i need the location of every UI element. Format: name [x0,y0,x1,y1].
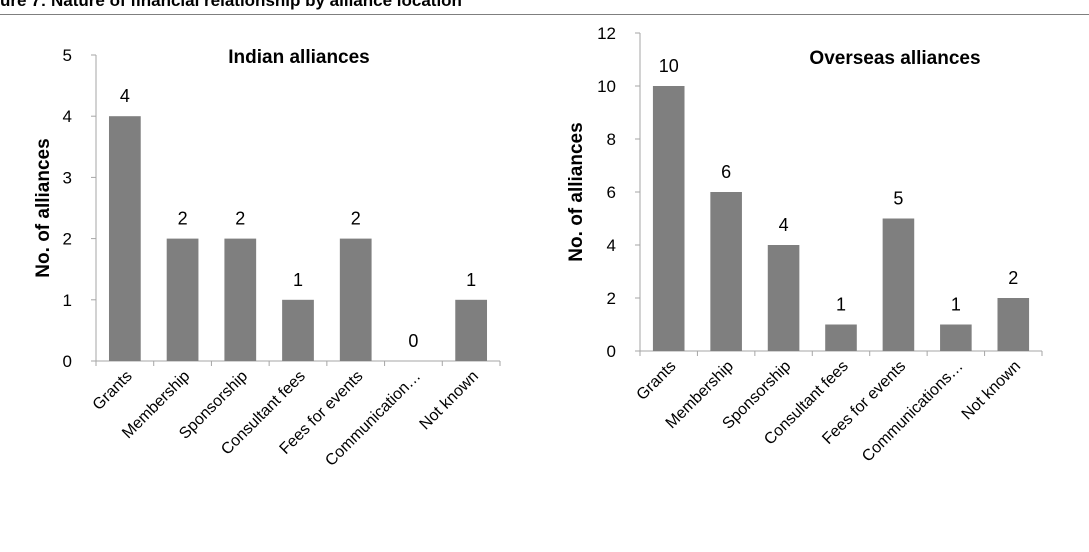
data-label: 2 [235,209,245,229]
chart-overseas-alliances: Overseas alliances No. of alliances 0 2 4 6 8 1… [566,24,1043,466]
y-tick-label: 8 [607,130,616,149]
bar [339,238,372,361]
category-label: Not known [416,368,481,433]
data-label: 4 [120,86,130,106]
y-tick-label: 1 [63,291,72,310]
bar [282,299,314,361]
bar [710,192,742,351]
y-tick-label: 5 [63,46,72,65]
y-tick-label: 2 [63,230,72,249]
data-label: 2 [178,209,188,229]
data-label: 1 [836,295,846,315]
y-tick-label: 10 [597,77,616,96]
figure-caption: ure 7: Nature of financial relationship … [0,0,462,10]
bar [940,324,972,351]
data-label: 2 [1008,268,1018,288]
page-header: ure 7: Nature of financial relationship … [0,0,1089,15]
y-tick-label: 3 [63,168,72,187]
category-label: Communication… [322,368,424,470]
data-label: 1 [466,270,476,290]
data-label: 5 [893,189,903,209]
data-label: 4 [779,215,789,235]
y-axis-label: No. of alliances [33,138,54,277]
data-label: 6 [721,162,731,182]
chart-title: Indian alliances [228,47,370,68]
bar [997,298,1030,351]
data-label: 1 [951,295,961,315]
y-tick-label: 4 [63,107,72,126]
y-axis-label: No. of alliances [566,122,587,261]
data-label: 2 [351,209,361,229]
y-tick-label: 12 [597,24,616,43]
data-label: 10 [659,56,679,76]
bar [767,245,800,351]
chart-title: Overseas alliances [809,48,980,69]
bar [882,218,915,351]
bar [166,238,199,361]
bar [652,86,685,351]
category-label: Communications… [859,358,967,466]
y-tick-label: 6 [607,183,616,202]
bar [825,324,857,351]
data-label: 0 [408,331,418,351]
data-label: 1 [293,270,303,290]
bar [108,116,141,361]
category-label: Grants [90,368,136,414]
y-tick-label: 0 [63,352,72,371]
chart-indian-alliances: Indian alliances No. of alliances 0 1 2 3 4 5 4 G… [33,46,501,470]
category-label: Not known [959,358,1024,423]
bar [455,299,488,361]
bar [224,238,257,361]
y-tick-label: 2 [607,289,616,308]
y-tick-label: 0 [607,342,616,361]
category-label: Grants [634,358,680,404]
y-tick-label: 4 [607,236,616,255]
